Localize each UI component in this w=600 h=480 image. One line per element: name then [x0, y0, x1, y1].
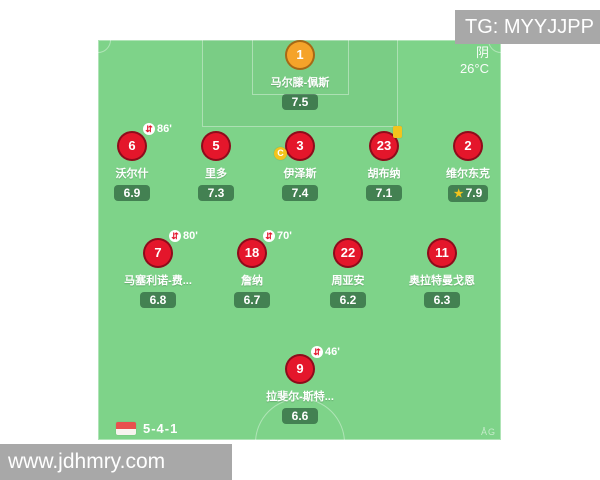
- player-name: 拉斐尔-斯特...: [266, 391, 334, 403]
- player-number: 2: [453, 131, 483, 161]
- player-midfielder-22[interactable]: 22 周亚安 6.2: [298, 238, 398, 309]
- player-rating: 7.3: [198, 185, 234, 201]
- player-name: 詹纳: [241, 275, 263, 287]
- player-name: 维尔东克: [446, 168, 490, 180]
- player-number: 1: [285, 40, 315, 70]
- player-rating: 6.2: [330, 292, 366, 308]
- player-rating: 7.4: [282, 185, 318, 201]
- player-forward-9[interactable]: 9 ⇵ 46' 拉斐尔-斯特... 6.6: [250, 346, 350, 425]
- indonesia-flag-icon: [116, 422, 136, 435]
- player-midfielder-18[interactable]: 18 ⇵ 70' 詹纳 6.7: [202, 230, 302, 309]
- player-defender-5[interactable]: 5 里多 7.3: [166, 131, 266, 202]
- substitution-badge: ⇵ 86': [143, 123, 172, 135]
- weather-condition: 阴: [475, 45, 489, 60]
- substitution-icon: ⇵: [143, 123, 155, 135]
- substitution-icon: ⇵: [263, 230, 275, 242]
- player-name: 沃尔什: [115, 168, 149, 180]
- player-number: 23: [369, 131, 399, 161]
- player-number: 6: [117, 131, 147, 161]
- formation-label: 5-4-1: [143, 421, 179, 436]
- player-defender-3[interactable]: 3 C 伊泽斯 7.4: [250, 131, 350, 202]
- player-rating: 7.1: [366, 185, 402, 201]
- substitution-badge: ⇵ 70': [263, 230, 292, 242]
- player-rating: ★ 7.9: [447, 185, 489, 202]
- player-rating: 6.3: [424, 292, 460, 308]
- player-defender-2[interactable]: 2 维尔东克 ★ 7.9: [418, 131, 501, 202]
- player-rating: 7.5: [282, 94, 318, 110]
- penalty-area-line: [202, 40, 398, 127]
- weather-info: 阴 26°C: [460, 45, 489, 77]
- player-number: 9: [285, 354, 315, 384]
- player-rating: 6.8: [140, 292, 176, 308]
- yellow-card-icon: [393, 126, 402, 138]
- tg-watermark-banner: TG: MYYJJPP: [455, 10, 600, 44]
- substitution-icon: ⇵: [169, 230, 181, 242]
- player-number: 3: [285, 131, 315, 161]
- player-rating: 6.9: [114, 185, 150, 201]
- player-name: 胡布纳: [367, 168, 401, 180]
- player-number: 18: [237, 238, 267, 268]
- substitution-icon: ⇵: [311, 346, 323, 358]
- formation-info: 5-4-1: [116, 421, 178, 436]
- substitution-badge: ⇵ 80': [169, 230, 198, 242]
- player-defender-23[interactable]: 23 胡布纳 7.1: [334, 126, 434, 202]
- player-name: 奥拉特曼戈恩: [409, 275, 475, 287]
- player-goalkeeper[interactable]: 1 马尔滕-佩斯 7.5: [250, 40, 350, 111]
- player-number: 7: [143, 238, 173, 268]
- site-watermark-banner: www.jdhmry.com: [0, 444, 232, 480]
- substitution-minute: 80': [183, 230, 198, 242]
- weather-temperature: 26°C: [459, 61, 489, 76]
- player-midfielder-11[interactable]: 11 奥拉特曼戈恩 6.3: [392, 238, 492, 309]
- player-name: 里多: [205, 168, 227, 180]
- motm-star-icon: ★: [453, 188, 464, 200]
- substitution-minute: 86': [157, 123, 172, 135]
- player-midfielder-7[interactable]: 7 ⇵ 80' 马塞利诺-费... 6.8: [108, 230, 208, 309]
- pitch: 阴 26°C 5-4-1 ÅG 1 马尔滕-佩斯 7.5 6 ⇵ 86': [98, 40, 501, 440]
- player-rating: 6.6: [282, 408, 318, 424]
- player-defender-6[interactable]: 6 ⇵ 86' 沃尔什 6.9: [98, 123, 182, 202]
- player-number: 5: [201, 131, 231, 161]
- substitution-badge: ⇵ 46': [311, 346, 340, 358]
- player-number: 22: [333, 238, 363, 268]
- captain-badge: C: [274, 147, 287, 160]
- player-number: 11: [427, 238, 457, 268]
- substitution-minute: 46': [325, 346, 340, 358]
- substitution-minute: 70': [277, 230, 292, 242]
- pitch-corner-logo-icon: ÅG: [480, 427, 496, 437]
- player-name: 马塞利诺-费...: [124, 275, 192, 287]
- player-rating: 6.7: [234, 292, 270, 308]
- player-name: 周亚安: [331, 275, 365, 287]
- player-name: 伊泽斯: [283, 168, 317, 180]
- player-name: 马尔滕-佩斯: [270, 77, 330, 89]
